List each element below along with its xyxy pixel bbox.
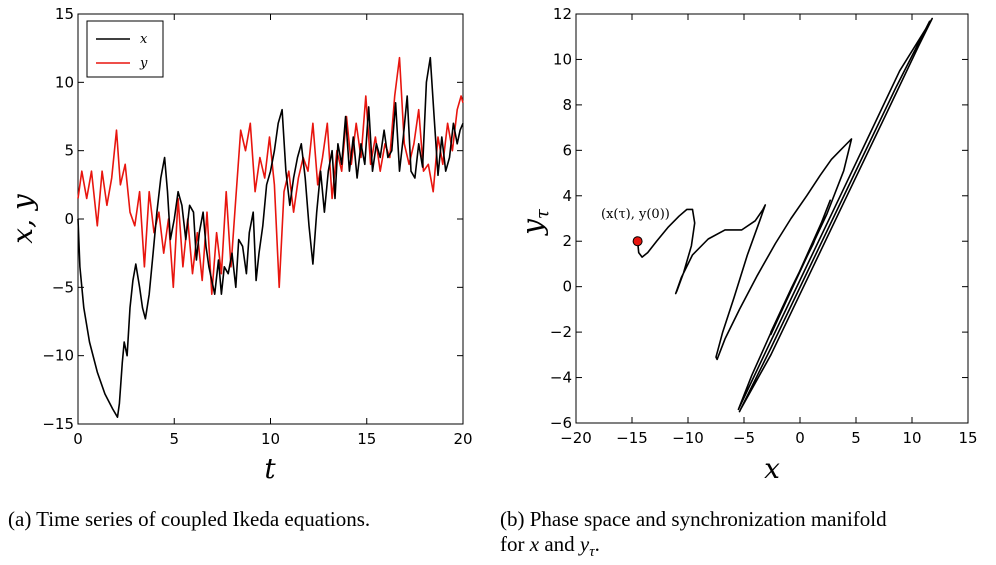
series-line-x bbox=[77, 56, 464, 419]
legend-box bbox=[86, 20, 164, 78]
panel-a-ytick-label: −5 bbox=[52, 278, 74, 296]
panel-b-ytick-label: −6 bbox=[550, 414, 572, 432]
panel-b-ytick-label: −4 bbox=[550, 369, 572, 387]
caption-a: (a) Time series of coupled Ikeda equatio… bbox=[8, 507, 371, 531]
panel-a-time-series: 0 5 10 15 20 −15 −10 −5 0 5 10 15 x y t x, y bbox=[6, 5, 473, 485]
panel-a-ticks: 0 5 10 15 20 −15 −10 −5 0 5 10 15 bbox=[42, 5, 472, 448]
panel-b-xtick-label: 10 bbox=[902, 429, 921, 447]
panel-b-xtick-label: −15 bbox=[616, 429, 648, 447]
panel-a-ytick-label: 5 bbox=[64, 142, 74, 160]
panel-a-ytick-label: 10 bbox=[55, 73, 74, 91]
start-point-marker bbox=[632, 236, 643, 247]
caption-b-y: y bbox=[579, 532, 590, 556]
panel-a-xtick-label: 5 bbox=[169, 430, 179, 448]
panel-a-ytick-label: −15 bbox=[42, 415, 74, 433]
panel-b-ytick-label: 4 bbox=[562, 187, 572, 205]
panel-b-frame bbox=[575, 13, 969, 424]
panel-b-ytick-label: 12 bbox=[553, 5, 572, 23]
panel-b-xlabel: x bbox=[764, 452, 780, 485]
panel-b-ylabel: yτ bbox=[516, 208, 553, 237]
series-line-y bbox=[77, 56, 464, 296]
caption-b-line2: for x and yτ. bbox=[500, 532, 600, 565]
caption-b-pre: for bbox=[500, 532, 530, 556]
panel-b-xtick-label: 0 bbox=[795, 429, 805, 447]
panel-b-ytick-label: 0 bbox=[562, 278, 572, 296]
panel-b-ytick-label: 8 bbox=[562, 96, 572, 114]
caption-b-sub: τ bbox=[589, 544, 595, 561]
panel-a-xtick-label: 15 bbox=[357, 430, 376, 448]
panel-b-xtick-label: 15 bbox=[958, 429, 977, 447]
panel-a-legend: x y bbox=[86, 20, 164, 78]
legend-label-x: x bbox=[140, 32, 148, 47]
panel-b-annotation: (x(τ), y(0)) bbox=[601, 207, 670, 222]
panel-a-series bbox=[77, 56, 464, 419]
panel-a-xtick-label: 10 bbox=[261, 430, 280, 448]
panel-a-ytick-label: −10 bbox=[42, 347, 74, 365]
panel-a-ytick-label: 15 bbox=[55, 5, 74, 23]
panel-b-ytick-label: 2 bbox=[562, 232, 572, 250]
panel-a-ytick-label: 0 bbox=[64, 210, 74, 228]
caption-b-line1: (b) Phase space and synchronization mani… bbox=[500, 507, 887, 531]
panel-a-xtick-label: 20 bbox=[453, 430, 472, 448]
caption-b-x: x bbox=[529, 532, 540, 556]
trajectory-line bbox=[636, 17, 934, 413]
panel-a-xtick-label: 0 bbox=[73, 430, 83, 448]
caption-b-post: . bbox=[594, 532, 600, 556]
panel-a-ylabel: x, y bbox=[6, 193, 39, 244]
caption-b-mid: and bbox=[539, 532, 580, 556]
panel-a-xlabel: t bbox=[264, 452, 276, 485]
panel-b-xtick-label: −10 bbox=[672, 429, 704, 447]
panel-b-xtick-label: −5 bbox=[733, 429, 755, 447]
panel-b-xtick-label: −20 bbox=[560, 429, 592, 447]
panel-b-ytick-label: 6 bbox=[562, 141, 572, 159]
panel-b-xtick-label: 5 bbox=[851, 429, 861, 447]
panel-b-trajectory bbox=[632, 17, 934, 413]
legend-label-y: y bbox=[139, 56, 148, 71]
panel-b-ytick-label: 10 bbox=[553, 50, 572, 68]
panel-b-ytick-label: −2 bbox=[550, 323, 572, 341]
